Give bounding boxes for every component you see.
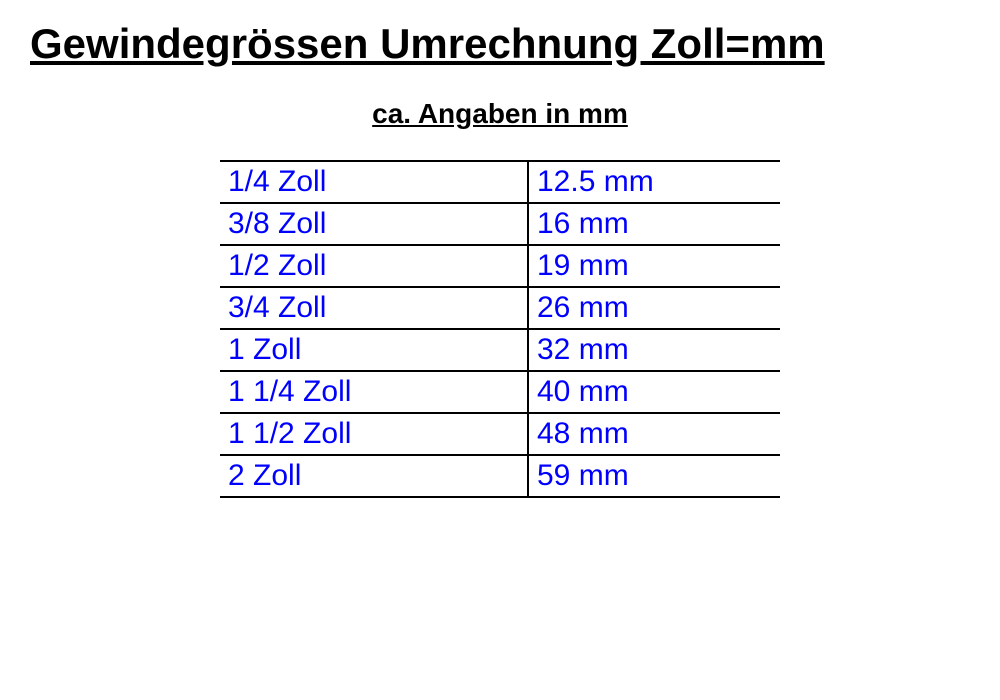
table-row: 1 1/2 Zoll 48 mm (220, 413, 780, 455)
cell-mm: 40 mm (528, 371, 780, 413)
cell-zoll: 1 1/2 Zoll (220, 413, 528, 455)
cell-mm: 59 mm (528, 455, 780, 497)
page-subtitle: ca. Angaben in mm (210, 98, 790, 130)
cell-zoll: 1 1/4 Zoll (220, 371, 528, 413)
conversion-table: 1/4 Zoll 12.5 mm 3/8 Zoll 16 mm 1/2 Zoll… (220, 160, 780, 498)
table-row: 2 Zoll 59 mm (220, 455, 780, 497)
cell-mm: 26 mm (528, 287, 780, 329)
page-title: Gewindegrössen Umrechnung Zoll=mm (30, 20, 970, 68)
cell-mm: 12.5 mm (528, 161, 780, 203)
table-row: 1 Zoll 32 mm (220, 329, 780, 371)
cell-zoll: 1 Zoll (220, 329, 528, 371)
cell-mm: 16 mm (528, 203, 780, 245)
cell-zoll: 1/2 Zoll (220, 245, 528, 287)
conversion-table-wrap: 1/4 Zoll 12.5 mm 3/8 Zoll 16 mm 1/2 Zoll… (220, 160, 780, 498)
cell-zoll: 2 Zoll (220, 455, 528, 497)
table-row: 1/4 Zoll 12.5 mm (220, 161, 780, 203)
cell-mm: 48 mm (528, 413, 780, 455)
cell-mm: 19 mm (528, 245, 780, 287)
table-row: 3/8 Zoll 16 mm (220, 203, 780, 245)
table-row: 1/2 Zoll 19 mm (220, 245, 780, 287)
cell-zoll: 1/4 Zoll (220, 161, 528, 203)
table-row: 1 1/4 Zoll 40 mm (220, 371, 780, 413)
table-row: 3/4 Zoll 26 mm (220, 287, 780, 329)
cell-mm: 32 mm (528, 329, 780, 371)
cell-zoll: 3/8 Zoll (220, 203, 528, 245)
cell-zoll: 3/4 Zoll (220, 287, 528, 329)
